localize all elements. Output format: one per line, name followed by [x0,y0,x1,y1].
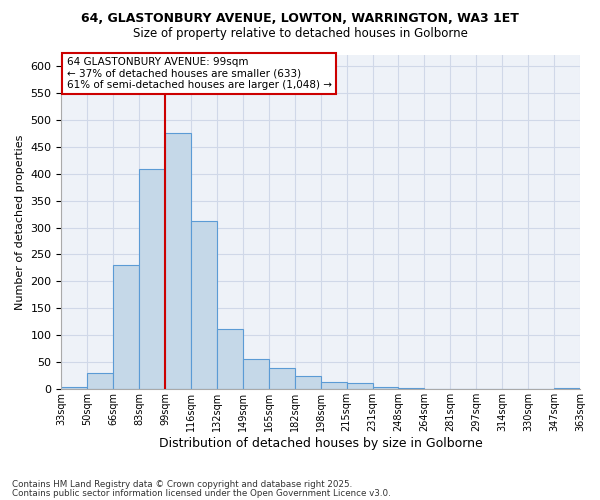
Bar [191,221,217,390]
Bar [61,386,88,390]
Text: 64 GLASTONBURY AVENUE: 99sqm
← 37% of detached houses are smaller (633)
61% of s: 64 GLASTONBURY AVENUE: 99sqm ← 37% of de… [67,56,332,90]
Bar [139,170,165,390]
Text: 64, GLASTONBURY AVENUE, LOWTON, WARRINGTON, WA3 1ET: 64, GLASTONBURY AVENUE, LOWTON, WARRINGT… [81,12,519,26]
Text: Size of property relative to detached houses in Golborne: Size of property relative to detached ho… [133,28,467,40]
Bar [424,389,451,390]
Y-axis label: Number of detached properties: Number of detached properties [15,134,25,310]
Bar [243,358,269,390]
Bar [554,388,580,390]
Text: Contains public sector information licensed under the Open Government Licence v3: Contains public sector information licen… [12,488,391,498]
Bar [113,266,139,390]
Bar [269,368,295,390]
Bar [217,329,243,390]
Bar [88,373,113,390]
Bar [295,376,321,390]
Bar [398,388,424,390]
Text: Contains HM Land Registry data © Crown copyright and database right 2025.: Contains HM Land Registry data © Crown c… [12,480,352,489]
Bar [321,382,347,390]
Bar [373,386,398,390]
Bar [165,133,191,390]
X-axis label: Distribution of detached houses by size in Golborne: Distribution of detached houses by size … [159,437,482,450]
Bar [347,384,373,390]
